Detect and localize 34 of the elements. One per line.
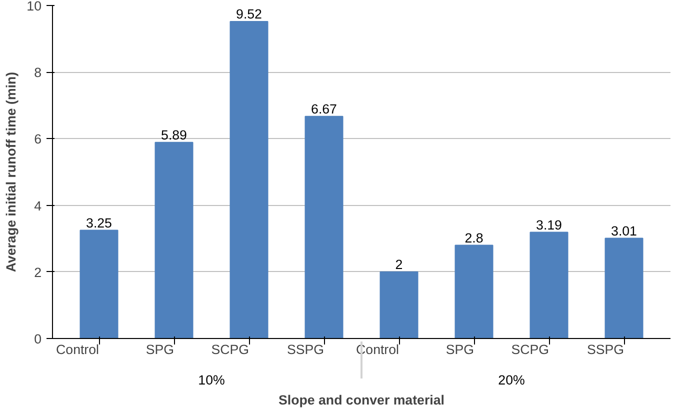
data-label: 6.67 (311, 101, 337, 116)
data-label: 5.89 (161, 127, 187, 142)
x-tick-label: Control (56, 342, 100, 357)
data-label: 3.19 (536, 217, 562, 232)
bar (80, 230, 118, 338)
x-tick-label: SPG (146, 342, 174, 357)
data-label: 3.01 (611, 223, 637, 238)
bar (230, 20, 268, 338)
bar (154, 142, 194, 338)
y-tick-label: 6 (34, 132, 42, 147)
data-label: 2 (395, 256, 403, 272)
x-tick-label: SCPG (211, 342, 250, 357)
y-tick-label: 4 (34, 198, 42, 214)
data-label: 3.25 (86, 215, 112, 230)
x-tick-label: SSPG (286, 342, 324, 357)
x-tick-label: SSPG (586, 342, 624, 357)
y-tick-label: 8 (34, 65, 42, 80)
y-axis-title: Average initial runoff time (min) (4, 72, 19, 272)
text: 10% (198, 372, 225, 388)
bar (304, 116, 344, 338)
text: 20% (498, 372, 525, 388)
x-tick-label: SCPG (511, 342, 550, 357)
bar (530, 232, 568, 338)
x-tick-label: SPG (446, 342, 474, 357)
y-tick-label: 0 (34, 332, 42, 346)
bar (604, 238, 644, 338)
x-axis-title: Slope and conver material (278, 392, 444, 408)
y-tick-label: 2 (34, 264, 42, 280)
bar (454, 244, 494, 338)
data-label: 2.8 (464, 230, 484, 246)
bar (380, 271, 418, 338)
x-tick-label: Control (356, 342, 400, 357)
data-label: 9.52 (236, 6, 262, 22)
y-tick-label: 10 (26, 0, 42, 14)
